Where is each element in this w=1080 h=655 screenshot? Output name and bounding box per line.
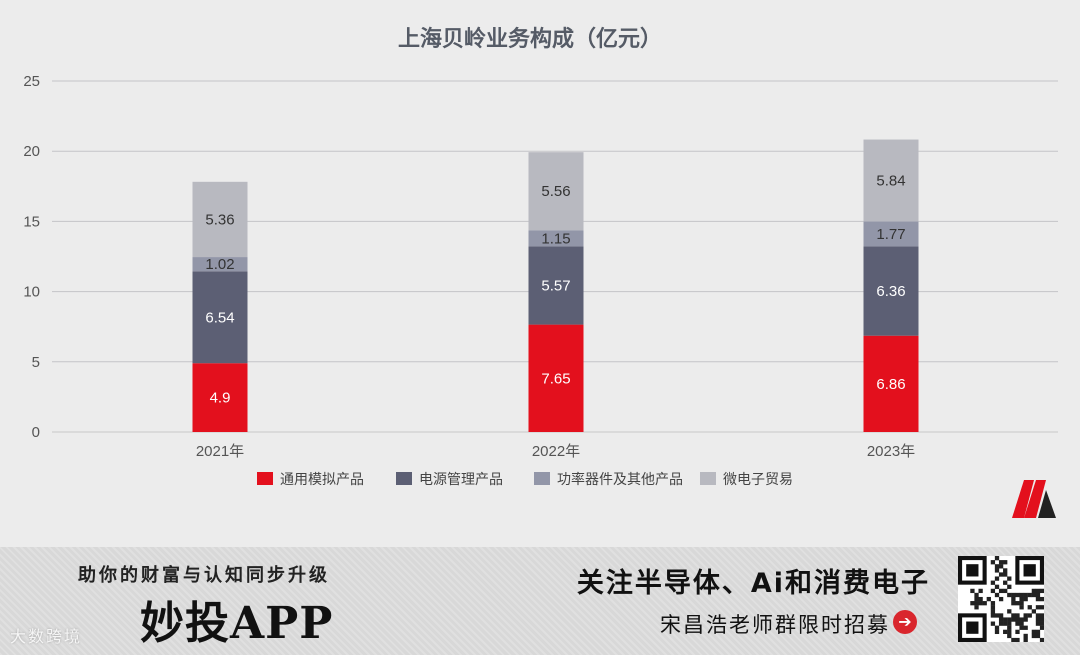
- data-label: 6.86: [876, 376, 905, 393]
- data-label: 1.15: [541, 230, 570, 247]
- bars: 4.9 6.54 1.02 5.36 7.65 5.57 1.15 5.56 6.86 6.36 1…: [192, 139, 919, 432]
- legend-label: 电源管理产品: [419, 472, 503, 488]
- bar-segment: [528, 324, 584, 432]
- bar-segment: [192, 363, 248, 432]
- bar-segment: [528, 230, 584, 247]
- legend-swatch: [396, 472, 412, 485]
- qr-code-icon[interactable]: [958, 556, 1044, 642]
- x-axis: 2021年 2022年 2023年: [196, 443, 915, 460]
- banner-focus-text: 关注半导体、Ai和消费电子: [576, 568, 930, 599]
- legend-label: 通用模拟产品: [280, 472, 364, 488]
- data-label: 1.77: [876, 226, 905, 243]
- y-tick-label: 15: [23, 213, 40, 230]
- bar-segment: [863, 221, 919, 247]
- banner-recruit-text[interactable]: 宋昌浩老师群限时招募: [660, 613, 890, 637]
- banner-slogan: 助你的财富与认知同步升级: [78, 565, 330, 586]
- y-tick-label: 10: [23, 284, 40, 301]
- data-label: 1.02: [205, 256, 234, 273]
- legend-swatch: [700, 472, 716, 485]
- data-label: 5.57: [541, 277, 570, 294]
- y-tick-label: 20: [23, 143, 40, 160]
- legend: 通用模拟产品 电源管理产品 功率器件及其他产品 微电子贸易: [257, 471, 793, 488]
- bar-segment: [863, 246, 919, 336]
- data-label: 6.36: [876, 283, 905, 300]
- bar-segment: [863, 139, 919, 222]
- arrow-right-icon[interactable]: ➔: [893, 610, 917, 634]
- promo-banner: 助你的财富与认知同步升级 妙投APP 大数跨境 关注半导体、Ai和消费电子 宋昌…: [0, 547, 1080, 655]
- stacked-bar-chart: 上海贝岭业务构成（亿元） 0 5 10 15 20 25 4.9 6.54 1.02 5.36 7…: [23, 26, 1058, 488]
- legend-label: 功率器件及其他产品: [557, 471, 683, 488]
- y-tick-label: 0: [32, 424, 40, 441]
- data-label: 5.84: [876, 173, 905, 190]
- bar-segment: [528, 152, 584, 231]
- data-label: 5.56: [541, 183, 570, 200]
- data-label: 7.65: [541, 370, 570, 387]
- chart-title: 上海贝岭业务构成（亿元）: [398, 26, 662, 52]
- brand-m-logo-icon: [1012, 480, 1056, 518]
- x-tick-label: 2022年: [532, 443, 580, 460]
- bar-segment: [863, 335, 919, 432]
- bar-segment: [192, 257, 248, 272]
- legend-swatch: [534, 472, 550, 485]
- legend-label: 微电子贸易: [723, 472, 793, 488]
- legend-swatch: [257, 472, 273, 485]
- x-tick-label: 2021年: [196, 443, 244, 460]
- data-label: 5.36: [205, 211, 234, 228]
- data-label: 6.54: [205, 309, 234, 326]
- data-label: 4.9: [210, 390, 231, 407]
- x-tick-label: 2023年: [867, 443, 915, 460]
- bar-segment: [192, 181, 248, 258]
- chart-area: 上海贝岭业务构成（亿元） 0 5 10 15 20 25 4.9 6.54 1.02 5.36 7…: [23, 26, 1058, 518]
- y-tick-label: 5: [32, 354, 40, 371]
- bar-segment: [528, 246, 584, 325]
- watermark-text: 大数跨境: [10, 627, 83, 646]
- bar-segment: [192, 271, 248, 364]
- y-tick-label: 25: [23, 73, 40, 90]
- banner-app-name[interactable]: 妙投APP: [140, 598, 334, 649]
- y-axis: 0 5 10 15 20 25: [23, 73, 40, 441]
